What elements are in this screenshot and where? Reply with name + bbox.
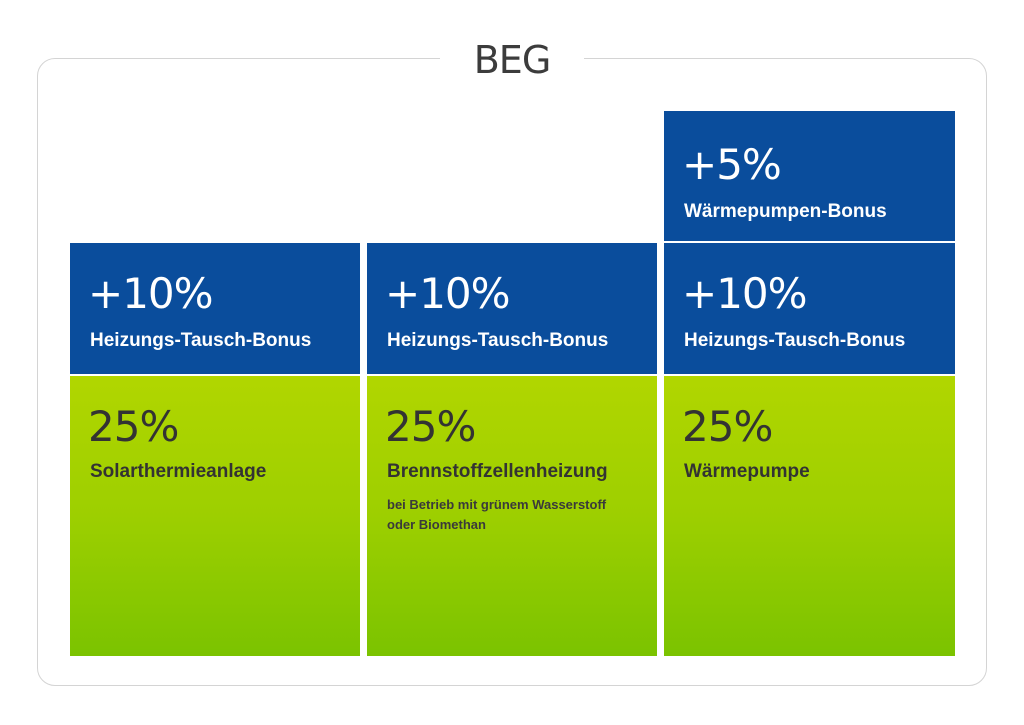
base-note: bei Betrieb mit grünem Wasserstoff oder …	[387, 495, 657, 535]
bonus-label: Wärmepumpen-Bonus	[684, 201, 887, 222]
base-note-line: oder Biomethan	[387, 517, 486, 532]
base-label: Brennstoffzellenheizung	[387, 461, 608, 482]
base-note-line: bei Betrieb mit grünem Wasserstoff	[387, 497, 607, 512]
bonus-box-waermepumpen: +5% Wärmepumpen-Bonus	[664, 111, 955, 241]
bonus-percent: +10%	[682, 269, 808, 318]
base-percent: 25%	[88, 402, 179, 451]
bonus-percent: +5%	[682, 140, 782, 189]
base-label: Wärmepumpe	[684, 461, 810, 482]
bonus-box-heizungs-tausch: +10% Heizungs-Tausch-Bonus	[70, 243, 360, 374]
bonus-box-heizungs-tausch: +10% Heizungs-Tausch-Bonus	[367, 243, 657, 374]
base-percent: 25%	[385, 402, 476, 451]
base-percent: 25%	[682, 402, 773, 451]
bonus-label: Heizungs-Tausch-Bonus	[684, 330, 906, 351]
base-box-waermepumpe: 25% Wärmepumpe	[664, 376, 955, 656]
bonus-percent: +10%	[88, 269, 214, 318]
diagram-title: BEG	[440, 32, 584, 88]
bonus-percent: +10%	[385, 269, 511, 318]
base-box-brennstoffzellenheizung: 25% Brennstoffzellenheizung bei Betrieb …	[367, 376, 657, 656]
bonus-box-heizungs-tausch: +10% Heizungs-Tausch-Bonus	[664, 243, 955, 374]
base-label: Solarthermieanlage	[90, 461, 267, 482]
bonus-label: Heizungs-Tausch-Bonus	[387, 330, 609, 351]
base-box-solarthermieanlage: 25% Solarthermieanlage	[70, 376, 360, 656]
bonus-label: Heizungs-Tausch-Bonus	[90, 330, 312, 351]
